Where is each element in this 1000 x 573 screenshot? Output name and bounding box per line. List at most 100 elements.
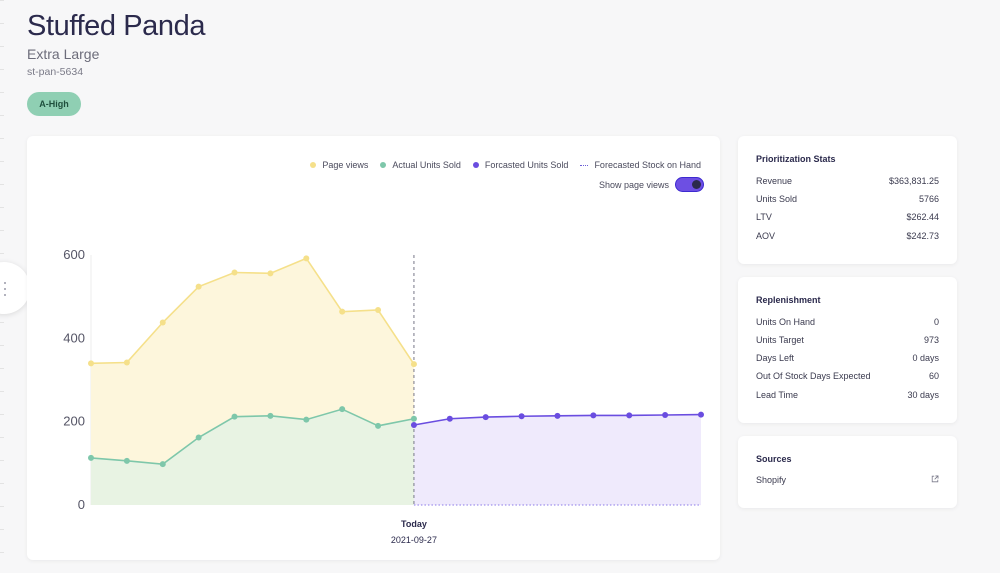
legend-swatch xyxy=(310,162,317,168)
sales-chart: 0 200 400 600 Today 2021-09-27 xyxy=(63,247,704,545)
source-label: Shopify xyxy=(756,475,787,485)
forecast-units-point xyxy=(518,413,525,420)
stat-label: Lead Time xyxy=(756,390,799,400)
y-tick-label: 200 xyxy=(63,414,85,429)
forecast-units-point xyxy=(482,414,489,421)
stat-label: Units On Hand xyxy=(756,317,816,327)
actual-units-point xyxy=(267,412,274,419)
page-views-point xyxy=(123,359,130,366)
toggle-label: Show page views xyxy=(598,179,669,190)
stat-row-revenue: Revenue $363,831.25 xyxy=(756,176,939,186)
page-views-point xyxy=(195,283,202,290)
page-views-point xyxy=(375,307,382,313)
actual-units-point xyxy=(231,413,238,420)
stat-row-ltv: LTV $262.44 xyxy=(756,212,939,222)
stat-row-lead-time: Lead Time 30 days xyxy=(756,390,939,400)
stat-value: 0 xyxy=(933,317,939,327)
stat-row-units-sold: Units Sold 5766 xyxy=(756,194,939,204)
legend-forecast-units[interactable]: Forcasted Units Sold xyxy=(472,160,569,170)
legend-swatch xyxy=(380,162,387,168)
handle-dot xyxy=(4,288,6,290)
page-views-point xyxy=(410,361,417,368)
page-views-toggle[interactable] xyxy=(675,177,704,192)
stat-label: Units Sold xyxy=(756,194,798,204)
today-label: Today xyxy=(401,519,427,529)
actual-units-point xyxy=(375,422,382,429)
forecast-units-point xyxy=(698,411,704,418)
forecast-units-point xyxy=(446,415,453,422)
actual-units-point xyxy=(410,415,417,422)
product-variant: Extra Large xyxy=(27,46,100,62)
product-sku: st-pan-5634 xyxy=(27,66,84,78)
stat-value: $262.44 xyxy=(906,212,939,222)
actual-units-line xyxy=(90,408,415,465)
stat-row-out-of-stock-days: Out Of Stock Days Expected 60 xyxy=(756,371,939,381)
actual-units-area xyxy=(91,409,414,505)
external-link-icon[interactable] xyxy=(931,475,939,483)
forecast-units-point xyxy=(662,412,669,418)
legend-label: Actual Units Sold xyxy=(392,160,461,170)
stat-value: 30 days xyxy=(907,390,939,400)
stat-label: AOV xyxy=(756,231,776,241)
stat-value: 60 xyxy=(928,371,939,381)
card-title: Prioritization Stats xyxy=(756,154,836,164)
stat-label: Out Of Stock Days Expected xyxy=(756,371,871,381)
forecast-units-point xyxy=(554,412,561,419)
sales-chart-card: 0 200 400 600 Today 2021-09-27 Page views Act… xyxy=(27,136,720,560)
actual-units-point xyxy=(303,416,310,423)
stat-label: Revenue xyxy=(756,176,793,186)
chart-legend: Page views Actual Units Sold Forcasted U… xyxy=(310,160,701,170)
stat-value: $242.73 xyxy=(906,231,939,241)
page-views-point xyxy=(231,269,238,276)
page-views-point xyxy=(267,270,274,277)
legend-forecast-stock[interactable]: Forecasted Stock on Hand xyxy=(580,160,701,170)
toggle-knob xyxy=(692,180,701,189)
legend-page-views[interactable]: Page views xyxy=(310,160,368,170)
stat-label: Days Left xyxy=(756,353,795,363)
page-views-toggle-row: Show page views xyxy=(599,177,704,192)
page-views-point xyxy=(303,255,310,262)
handle-dot xyxy=(4,282,6,284)
stat-value: $363,831.25 xyxy=(888,176,939,186)
page-views-point xyxy=(159,319,166,326)
stat-value: 973 xyxy=(923,335,939,345)
sources-card: Sources Shopify xyxy=(738,436,957,508)
stat-row-days-left: Days Left 0 days xyxy=(756,353,939,363)
card-title: Replenishment xyxy=(756,295,821,305)
actual-units-point xyxy=(339,406,346,413)
legend-label: Forecasted Stock on Hand xyxy=(594,160,701,170)
today-date: 2021-09-27 xyxy=(391,535,437,545)
forecast-units-point xyxy=(590,412,597,419)
source-item-shopify[interactable]: Shopify xyxy=(756,475,939,485)
handle-dot xyxy=(4,294,6,296)
legend-label: Page views xyxy=(322,160,369,170)
forecast-units-area xyxy=(413,414,701,505)
prioritization-stats-card: Prioritization Stats Revenue $363,831.25… xyxy=(738,136,957,264)
legend-label: Forcasted Units Sold xyxy=(484,160,569,170)
page-views-point xyxy=(88,360,94,367)
sidebar-collapse-handle[interactable] xyxy=(0,262,30,314)
legend-swatch xyxy=(472,162,479,168)
stat-row-units-on-hand: Units On Hand 0 xyxy=(756,317,939,327)
legend-actual-units[interactable]: Actual Units Sold xyxy=(380,160,461,170)
page-views-point xyxy=(339,308,346,315)
actual-units-point xyxy=(123,457,130,464)
stat-label: Units Target xyxy=(756,335,804,345)
stat-row-aov: AOV $242.73 xyxy=(756,231,939,241)
stat-value: 0 days xyxy=(912,353,939,363)
product-title: Stuffed Panda xyxy=(27,10,206,42)
actual-units-point xyxy=(195,434,202,441)
actual-units-point xyxy=(159,461,166,468)
y-tick-label: 600 xyxy=(63,247,85,262)
stat-row-units-target: Units Target 973 xyxy=(756,335,939,345)
priority-badge: A-High xyxy=(27,92,81,116)
replenishment-card: Replenishment Units On Hand 0 Units Targ… xyxy=(738,277,957,423)
y-tick-label: 400 xyxy=(63,330,85,345)
stat-value: 5766 xyxy=(918,194,939,204)
stat-label: LTV xyxy=(756,212,772,222)
page-views-line xyxy=(90,257,415,365)
actual-units-point xyxy=(88,454,94,461)
forecast-units-point xyxy=(626,412,633,419)
forecast-units-point xyxy=(410,422,417,428)
y-tick-label: 0 xyxy=(78,497,85,512)
